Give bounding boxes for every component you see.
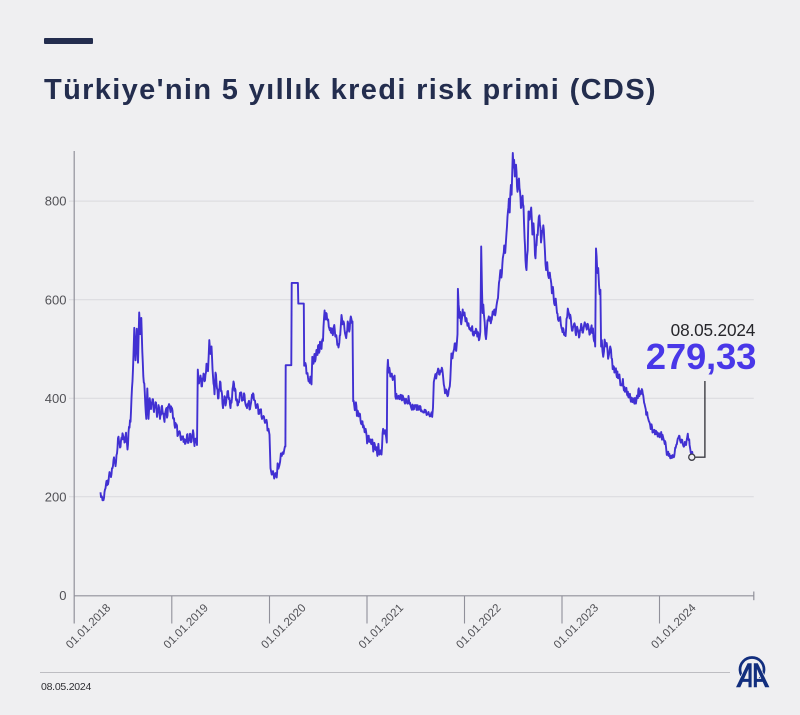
svg-text:01.01.2019: 01.01.2019 (162, 602, 211, 651)
svg-text:01.01.2018: 01.01.2018 (64, 602, 113, 651)
svg-text:400: 400 (45, 391, 67, 406)
svg-text:800: 800 (45, 194, 67, 209)
svg-text:01.01.2024: 01.01.2024 (649, 602, 699, 652)
svg-text:01.01.2021: 01.01.2021 (357, 602, 406, 651)
svg-text:01.01.2020: 01.01.2020 (259, 602, 308, 651)
svg-text:0: 0 (59, 588, 66, 603)
svg-text:600: 600 (45, 292, 67, 307)
svg-text:01.01.2023: 01.01.2023 (552, 602, 601, 651)
svg-text:01.01.2022: 01.01.2022 (454, 602, 503, 651)
svg-text:200: 200 (45, 489, 67, 504)
